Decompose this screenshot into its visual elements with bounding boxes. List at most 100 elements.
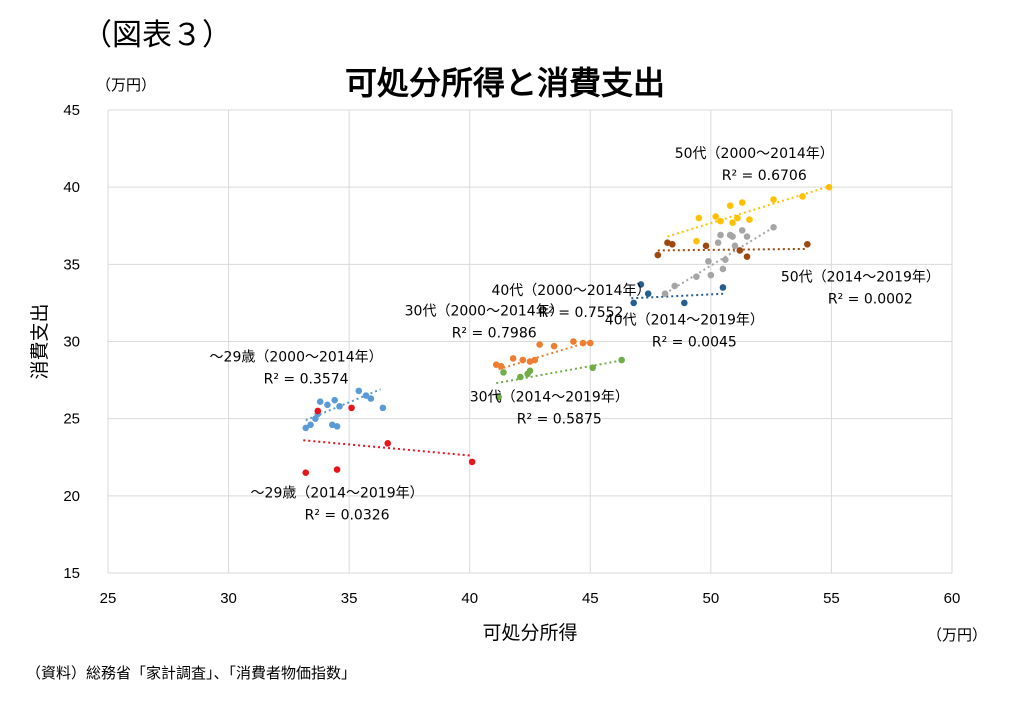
data-point	[671, 282, 678, 290]
data-point	[661, 290, 669, 297]
data-point	[333, 466, 341, 473]
x-tick-labels: 25 30 35 40 45 50 55 60	[100, 590, 961, 607]
data-point	[738, 199, 746, 206]
data-point	[579, 339, 587, 347]
series-name-label: 40代（2014～2019年）	[605, 313, 764, 329]
series-annotations: ～29歳（2000～2014年） R² = 0.3574 ～29歳（2014～201…	[210, 146, 940, 524]
series-name-label: ～29歳（2000～2014年）	[210, 350, 383, 366]
data-point	[379, 404, 387, 412]
data-point	[495, 393, 502, 401]
y-axis-title: 消費支出	[29, 303, 51, 379]
data-point	[705, 257, 712, 265]
x-tick-label: 55	[823, 590, 840, 607]
r-squared-label: R² = 0.7552	[539, 305, 624, 321]
source-note: （資料）総務省「家計調査」、「消費者物価指数」	[26, 664, 357, 682]
data-point	[719, 265, 727, 273]
data-point	[468, 458, 476, 466]
data-point	[743, 233, 751, 240]
data-point	[770, 196, 777, 203]
trend-line	[303, 439, 473, 457]
y-tick-label: 25	[63, 411, 80, 428]
series-name-label: 30代（2000～2014年）	[405, 303, 564, 319]
data-point	[509, 355, 517, 362]
r-squared-label: R² = 0.5875	[517, 412, 602, 428]
data-point	[717, 231, 724, 239]
data-point	[637, 281, 645, 288]
data-point	[654, 251, 662, 259]
x-axis-title: 可処分所得	[482, 622, 577, 644]
data-point	[618, 356, 625, 364]
data-point	[497, 362, 505, 370]
y-tick-label: 45	[63, 102, 80, 119]
data-point	[570, 338, 577, 345]
y-tick-label: 15	[63, 565, 80, 582]
data-point	[362, 392, 370, 399]
y-tick-label: 30	[63, 334, 80, 351]
data-point	[536, 341, 543, 348]
trend-lines	[303, 186, 827, 457]
data-point	[302, 469, 310, 476]
data-point	[681, 299, 688, 307]
data-point	[693, 237, 700, 245]
trend-line	[664, 226, 775, 295]
series-name-label: 50代（2014～2019年）	[781, 269, 940, 285]
x-tick-label: 25	[100, 590, 117, 607]
data-point	[695, 214, 703, 222]
data-point	[729, 219, 736, 226]
data-point	[770, 223, 777, 231]
data-point	[668, 240, 676, 248]
data-point	[314, 407, 322, 415]
data-point	[302, 424, 310, 432]
chart-title: 可処分所得と消費支出	[344, 64, 665, 102]
figure-label: （図表３）	[82, 18, 232, 53]
data-point	[500, 369, 507, 376]
series-name-label: 30代（2014～2019年）	[470, 390, 629, 406]
data-point	[519, 356, 527, 364]
data-point	[717, 217, 724, 225]
data-point	[693, 273, 700, 280]
data-point	[712, 213, 719, 220]
data-point	[707, 271, 715, 279]
r-squared-label: R² = 0.3574	[264, 372, 349, 388]
y-axis-unit: （万円）	[96, 76, 157, 94]
r-squared-label: R² = 0.7986	[452, 325, 537, 341]
data-point	[722, 256, 729, 264]
x-tick-label: 35	[341, 590, 358, 607]
r-squared-label: R² = 0.6706	[722, 168, 807, 184]
data-point	[355, 387, 363, 395]
data-point	[348, 404, 355, 412]
data-point	[367, 395, 375, 402]
data-point	[825, 183, 833, 191]
data-point	[586, 339, 594, 347]
data-point	[726, 202, 734, 209]
trend-line	[498, 340, 591, 371]
data-point	[719, 284, 727, 291]
data-point	[531, 356, 539, 364]
x-tick-label: 60	[944, 590, 961, 607]
series-name-label: 50代（2000～2014年）	[675, 146, 834, 162]
data-point	[316, 398, 324, 405]
data-point	[714, 239, 722, 247]
y-tick-label: 20	[63, 488, 80, 505]
series-name-label: ～29歳（2014～2019年）	[251, 485, 424, 501]
y-tick-label: 35	[63, 256, 80, 273]
data-point	[550, 342, 558, 350]
trend-line	[496, 359, 625, 385]
r-squared-label: R² = 0.0002	[828, 291, 913, 307]
data-point	[384, 440, 392, 447]
data-point	[589, 364, 596, 372]
data-point	[324, 401, 331, 409]
x-tick-label: 30	[220, 590, 237, 607]
data-point	[736, 247, 744, 254]
data-point	[307, 421, 314, 429]
data-point	[526, 367, 534, 375]
data-point	[336, 403, 343, 410]
trend-line	[631, 292, 726, 300]
r-squared-label: R² = 0.0326	[305, 507, 390, 523]
data-point	[644, 290, 652, 297]
data-point	[743, 253, 751, 260]
data-point	[738, 227, 746, 234]
data-point	[517, 373, 524, 381]
y-tick-label: 40	[63, 179, 80, 196]
